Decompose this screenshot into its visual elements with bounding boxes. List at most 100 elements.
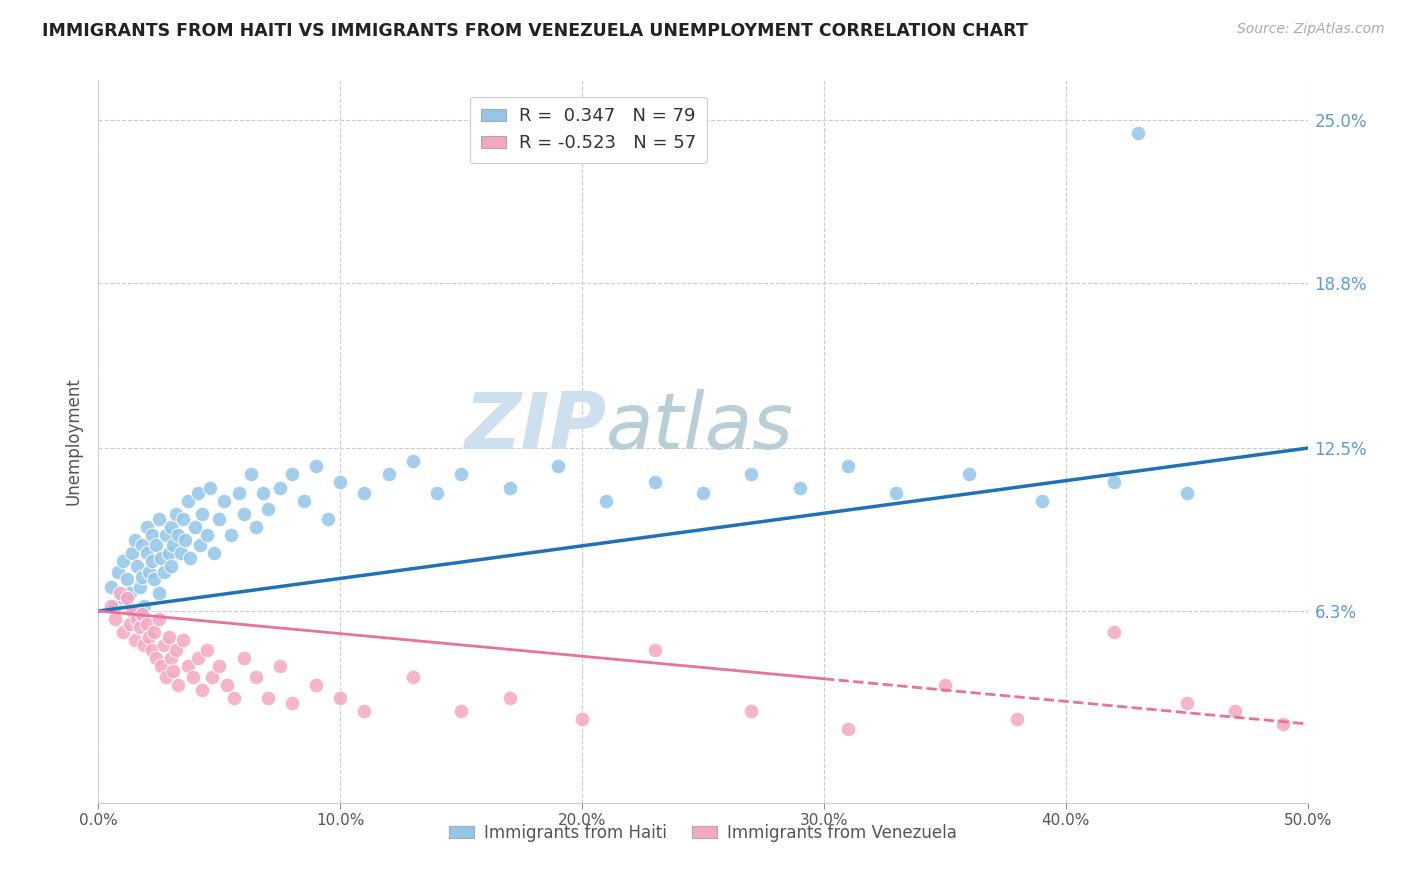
Point (837, 723, 859, 737)
Point (167, 528, 190, 542)
Point (208, 659, 231, 673)
Point (148, 612, 170, 626)
Point (138, 630, 160, 644)
Point (141, 554, 163, 568)
Point (269, 659, 291, 673)
Point (177, 493, 200, 508)
Point (934, 677, 956, 691)
Point (281, 467, 304, 482)
Point (837, 459, 859, 474)
Point (232, 507, 254, 521)
Point (167, 677, 190, 691)
Point (141, 643, 163, 657)
Point (131, 607, 153, 621)
Point (329, 475, 352, 490)
Point (208, 512, 231, 526)
Point (135, 617, 157, 632)
Point (179, 551, 201, 566)
Point (174, 533, 197, 547)
Point (252, 485, 274, 500)
Point (135, 520, 157, 534)
Point (134, 638, 156, 652)
Point (108, 585, 131, 599)
Point (377, 467, 399, 482)
Point (571, 712, 593, 726)
Legend: Immigrants from Haiti, Immigrants from Venezuela: Immigrants from Haiti, Immigrants from V… (443, 817, 963, 848)
Point (131, 538, 153, 552)
Point (222, 690, 245, 705)
Point (195, 643, 218, 657)
Point (450, 704, 472, 718)
Point (117, 591, 139, 605)
Point (789, 481, 811, 495)
Point (104, 612, 127, 626)
Point (215, 677, 238, 691)
Point (111, 625, 134, 640)
Point (145, 651, 167, 665)
Point (886, 485, 908, 500)
Point (426, 485, 449, 500)
Point (201, 670, 224, 684)
Point (595, 493, 617, 508)
Point (157, 630, 180, 644)
Point (162, 538, 184, 552)
Point (111, 591, 134, 605)
Point (118, 617, 141, 632)
Point (111, 554, 134, 568)
Point (187, 651, 209, 665)
Point (160, 559, 183, 574)
Point (155, 528, 177, 542)
Point (232, 651, 254, 665)
Point (107, 565, 129, 579)
Point (188, 538, 211, 552)
Point (245, 670, 267, 684)
Point (145, 538, 167, 552)
Point (104, 599, 127, 613)
Point (100, 599, 122, 613)
Point (150, 659, 173, 673)
Point (117, 573, 139, 587)
Point (128, 580, 150, 594)
Point (184, 520, 207, 534)
Point (187, 485, 209, 500)
Point (228, 485, 250, 500)
Point (165, 507, 187, 521)
Point (127, 559, 149, 574)
Point (141, 528, 163, 542)
Point (118, 585, 141, 599)
Point (152, 565, 174, 579)
Point (138, 565, 160, 579)
Point (169, 546, 191, 560)
Point (692, 485, 714, 500)
Text: atlas: atlas (606, 389, 794, 465)
Point (402, 670, 425, 684)
Point (1175, 485, 1198, 500)
Point (329, 690, 352, 705)
Point (148, 585, 170, 599)
Point (450, 467, 472, 482)
Point (177, 659, 200, 673)
Point (191, 682, 214, 697)
Point (124, 604, 146, 618)
Point (181, 670, 204, 684)
Point (172, 512, 194, 526)
Point (127, 612, 149, 626)
Text: IMMIGRANTS FROM HAITI VS IMMIGRANTS FROM VENEZUELA UNEMPLOYMENT CORRELATION CHAR: IMMIGRANTS FROM HAITI VS IMMIGRANTS FROM… (42, 22, 1028, 40)
Point (239, 467, 262, 482)
Point (402, 454, 425, 468)
Point (644, 475, 666, 490)
Point (100, 580, 122, 594)
Point (143, 625, 166, 640)
Text: ZIP: ZIP (464, 389, 606, 465)
Point (143, 573, 166, 587)
Point (221, 528, 243, 542)
Point (160, 651, 183, 665)
Point (152, 638, 174, 652)
Point (305, 677, 328, 691)
Point (1223, 704, 1246, 718)
Point (740, 467, 762, 482)
Point (134, 599, 156, 613)
Point (281, 696, 304, 710)
Point (1128, 126, 1150, 140)
Point (135, 546, 157, 560)
